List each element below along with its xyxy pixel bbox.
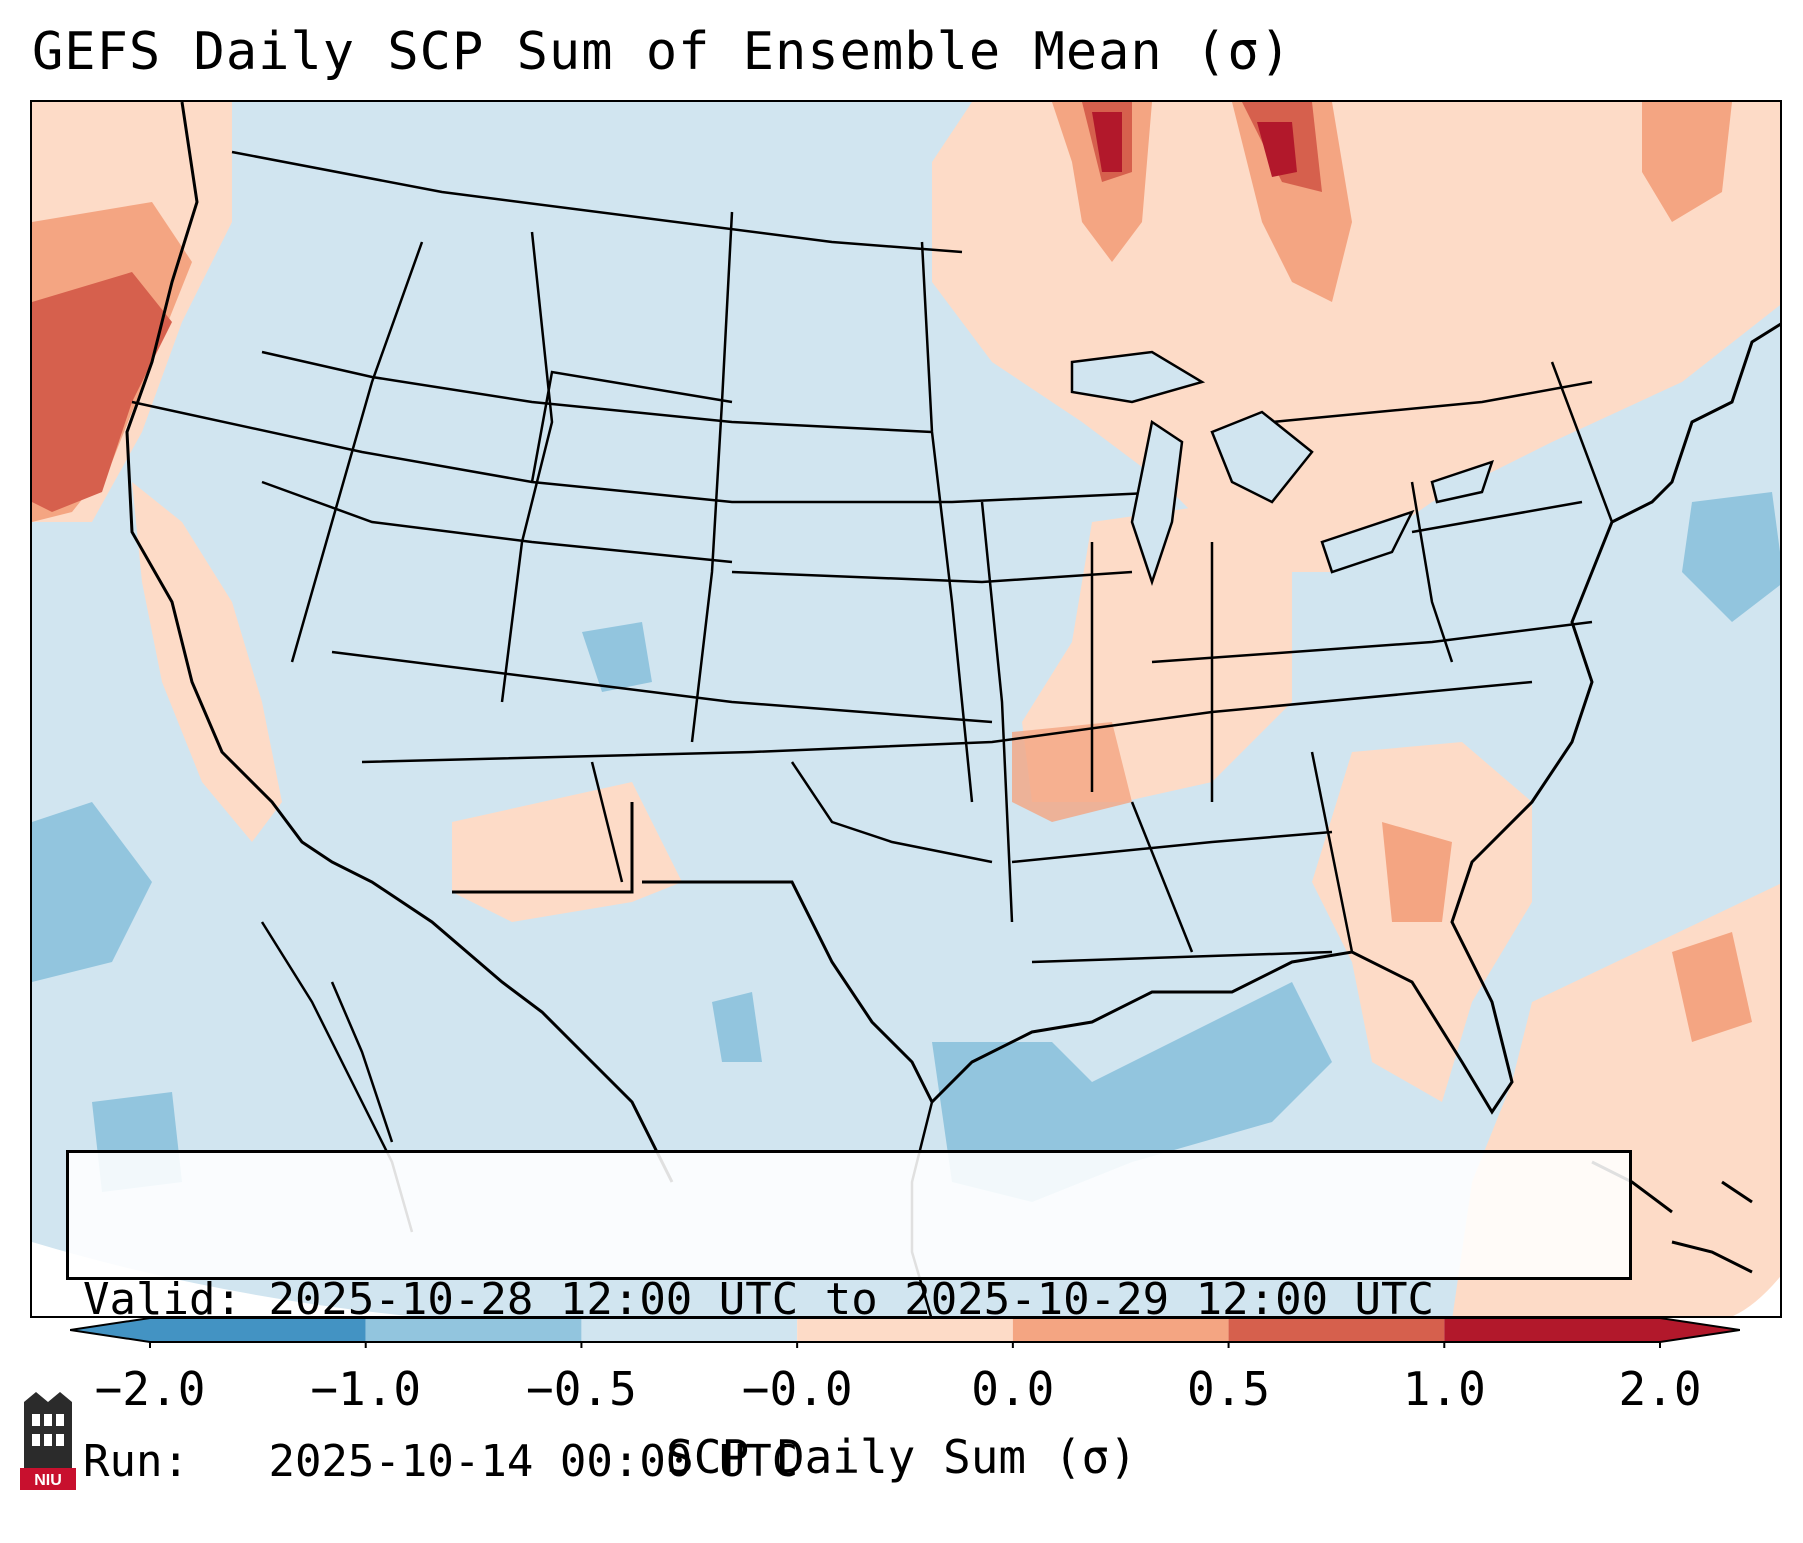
- colorbar-segment: [1228, 1318, 1445, 1342]
- colorbar: [70, 1318, 1740, 1348]
- run-label: Run:: [83, 1436, 189, 1487]
- colorbar-tick-label: 0.5: [1187, 1362, 1271, 1416]
- colorbar-label: SCP Daily Sum (σ): [666, 1430, 1137, 1484]
- colorbar-extension-right: [1660, 1318, 1740, 1342]
- colorbar-segment: [365, 1318, 582, 1342]
- valid-value: 2025-10-28 12:00 UTC to 2025-10-29 12:00…: [268, 1274, 1435, 1325]
- colorbar-tick-label: 2.0: [1618, 1362, 1702, 1416]
- run-row: Run: 2025-10-14 00:00 UTC: [83, 1435, 1615, 1489]
- colorbar-segment: [797, 1318, 1013, 1342]
- colorbar-extension-left: [70, 1318, 150, 1342]
- colorbar-tick-label: −1.0: [310, 1362, 422, 1416]
- projection-edge-right: [1732, 1276, 1780, 1316]
- state-borders: [131, 150, 1614, 964]
- colorbar-segment: [581, 1318, 798, 1342]
- niu-logo: NIU: [20, 1392, 76, 1490]
- anomaly-canada-east: [932, 102, 1780, 572]
- map-panel: [30, 100, 1782, 1318]
- us-outline: [125, 102, 1780, 1183]
- valid-row: Valid: 2025-10-28 12:00 UTC to 2025-10-2…: [83, 1273, 1615, 1327]
- map-canvas: [32, 102, 1780, 1316]
- colorbar-tick-label: 0.0: [971, 1362, 1055, 1416]
- colorbar-segment: [150, 1318, 366, 1342]
- colorbar-tick-label: −0.0: [741, 1362, 853, 1416]
- projection-edge: [32, 1242, 409, 1316]
- anomaly-atlantic-mid: [1672, 932, 1752, 1042]
- anomaly-pacific-nw: [32, 102, 232, 522]
- chart-title: GEFS Daily SCP Sum of Ensemble Mean (σ): [32, 22, 1292, 82]
- colorbar-tick-label: −0.5: [526, 1362, 637, 1416]
- run-value: 2025-10-14 00:00 UTC: [268, 1436, 799, 1487]
- logo-text: NIU: [34, 1472, 62, 1489]
- colorbar-tick-label: 1.0: [1402, 1362, 1486, 1416]
- anomaly-southwest: [452, 782, 682, 922]
- info-box: Valid: 2025-10-28 12:00 UTC to 2025-10-2…: [66, 1150, 1632, 1487]
- valid-label: Valid:: [83, 1274, 242, 1325]
- colorbar-segment: [1444, 1318, 1660, 1342]
- anomaly-missouri: [1012, 722, 1132, 822]
- colorbar-tick-label: −2.0: [94, 1362, 206, 1416]
- anomaly-georgia: [1382, 822, 1452, 922]
- great-lakes: [1070, 350, 1494, 586]
- anomaly-california: [132, 482, 282, 842]
- colorbar-segment: [1012, 1318, 1229, 1342]
